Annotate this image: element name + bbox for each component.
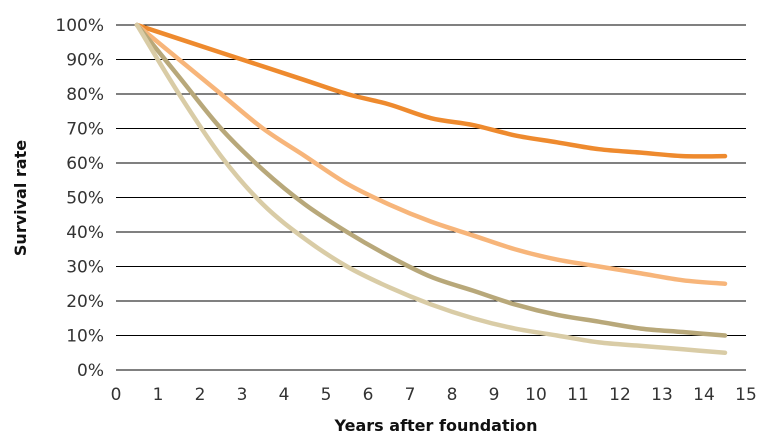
x-tick-label: 1 (153, 385, 164, 405)
x-tick-label: 12 (609, 385, 631, 405)
y-tick-label: 90% (66, 51, 104, 71)
y-tick-label: 20% (66, 292, 104, 312)
series-line-2 (134, 22, 728, 286)
x-tick-label: 4 (279, 385, 290, 405)
y-axis-title: Survival rate (11, 140, 30, 256)
y-tick-label: 0% (77, 361, 104, 381)
y-tick-label: 70% (66, 120, 104, 140)
y-tick-label: 50% (66, 189, 104, 209)
y-tick-label: 100% (55, 16, 104, 36)
series-line-3 (134, 22, 728, 338)
x-tick-label: 2 (195, 385, 206, 405)
x-tick-label: 0 (111, 385, 122, 405)
series-line-1 (134, 22, 728, 159)
x-tick-label: 14 (693, 385, 715, 405)
y-tick-label: 60% (66, 154, 104, 174)
x-tick-label: 8 (447, 385, 458, 405)
x-tick-label: 10 (525, 385, 547, 405)
gridlines (116, 24, 746, 371)
y-tick-label: 40% (66, 223, 104, 243)
y-tick-label: 10% (66, 327, 104, 347)
x-tick-label: 5 (321, 385, 332, 405)
x-axis-title: Years after foundation (334, 416, 538, 435)
y-tick-label: 30% (66, 258, 104, 278)
x-tick-label: 15 (735, 385, 757, 405)
x-tick-label: 3 (237, 385, 248, 405)
series-line-4 (134, 22, 728, 355)
x-tick-label: 13 (651, 385, 673, 405)
y-tick-labels: 0% 10% 20% 30% 40% 50% 60% 70% 80% 90% 100% (55, 16, 104, 381)
x-tick-label: 9 (489, 385, 500, 405)
x-tick-labels: 0 1 2 3 4 5 6 7 8 9 10 11 12 13 14 15 (111, 385, 757, 405)
x-tick-label: 6 (363, 385, 374, 405)
x-tick-label: 7 (405, 385, 416, 405)
series-lines (134, 22, 728, 355)
y-tick-label: 80% (66, 85, 104, 105)
x-tick-label: 11 (567, 385, 589, 405)
